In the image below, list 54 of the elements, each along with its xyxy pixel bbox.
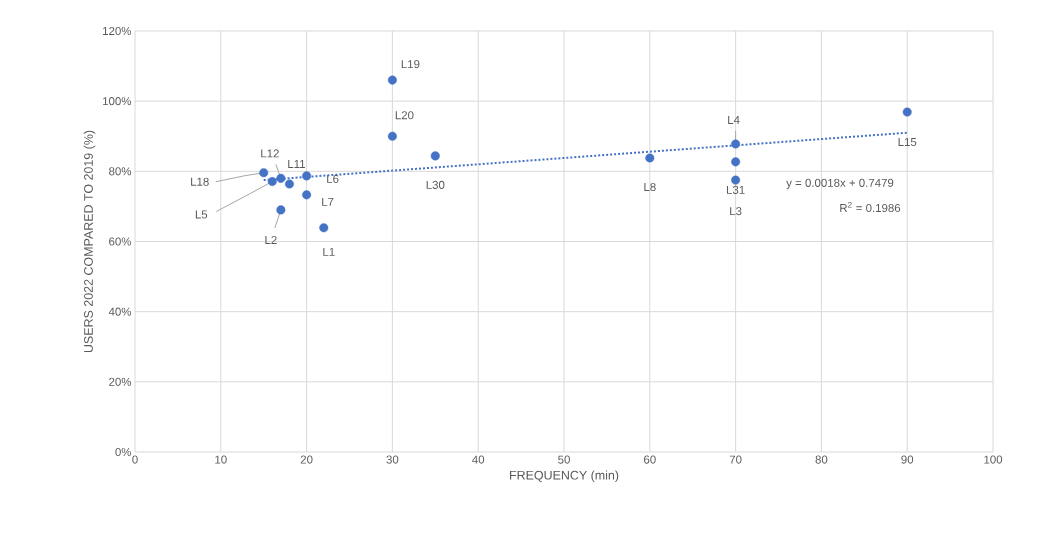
point: [276, 173, 286, 183]
x-tick-label: 90: [901, 455, 914, 464]
annotation: L3: [730, 207, 742, 216]
point: [387, 131, 397, 141]
annotation: L11: [288, 160, 306, 168]
y-tick-label: 120%: [103, 26, 132, 36]
point: [276, 205, 286, 215]
y-axis-title: USERS 2022 COMPARED TO 2019 (%): [83, 130, 96, 353]
y-tick-label: 60%: [109, 237, 132, 246]
x-tick-label: 20: [300, 455, 313, 464]
y-tick-label: 20%: [109, 377, 132, 386]
point: [302, 171, 312, 181]
annotation: L2: [265, 235, 277, 244]
point: [302, 190, 312, 200]
x-tick-label: 0: [132, 455, 138, 464]
annotation: L1: [323, 247, 335, 256]
point: [284, 179, 294, 189]
annotation: L6: [327, 174, 339, 183]
annotation: L15: [898, 138, 917, 147]
point: [731, 139, 741, 149]
x-tick-label: 60: [644, 455, 656, 464]
annotation: L19: [401, 60, 420, 69]
annotation: y = 0.0018x + 0.7479: [786, 178, 894, 190]
x-tick-label: 30: [386, 455, 399, 464]
annotation: L18: [191, 177, 209, 186]
point: [319, 223, 329, 233]
x-tick-label: 40: [472, 455, 485, 464]
annotation: L20: [395, 111, 414, 120]
x-tick-label: 70: [729, 455, 742, 464]
y-tick-label: 0%: [115, 447, 132, 457]
annotation: L31: [726, 185, 745, 194]
point: [267, 177, 277, 186]
point: [731, 157, 741, 167]
y-tick-label: 80%: [109, 167, 132, 176]
annotation: L7: [322, 197, 334, 206]
annotation: L8: [644, 182, 656, 192]
x-tick-label: 50: [558, 455, 570, 464]
point: [387, 75, 397, 85]
annotation: L5: [195, 210, 208, 219]
point: [731, 175, 741, 185]
annotation: R$^{2}$ = 0.1986: [840, 201, 901, 213]
point: [259, 168, 269, 178]
y-tick-label: 100%: [103, 97, 132, 106]
annotation: L4: [728, 116, 740, 124]
annotation: L12: [261, 149, 279, 158]
point: [902, 107, 912, 117]
y-tick-label: 40%: [108, 307, 132, 316]
x-tick-label: 100: [984, 455, 1003, 464]
x-tick-label: 80: [815, 455, 828, 464]
point: [645, 153, 655, 163]
annotation: L30: [426, 180, 445, 189]
x-tick-label: 10: [215, 455, 227, 464]
point: [430, 151, 440, 161]
x-axis-title: FREQUENCY (min): [510, 470, 619, 483]
